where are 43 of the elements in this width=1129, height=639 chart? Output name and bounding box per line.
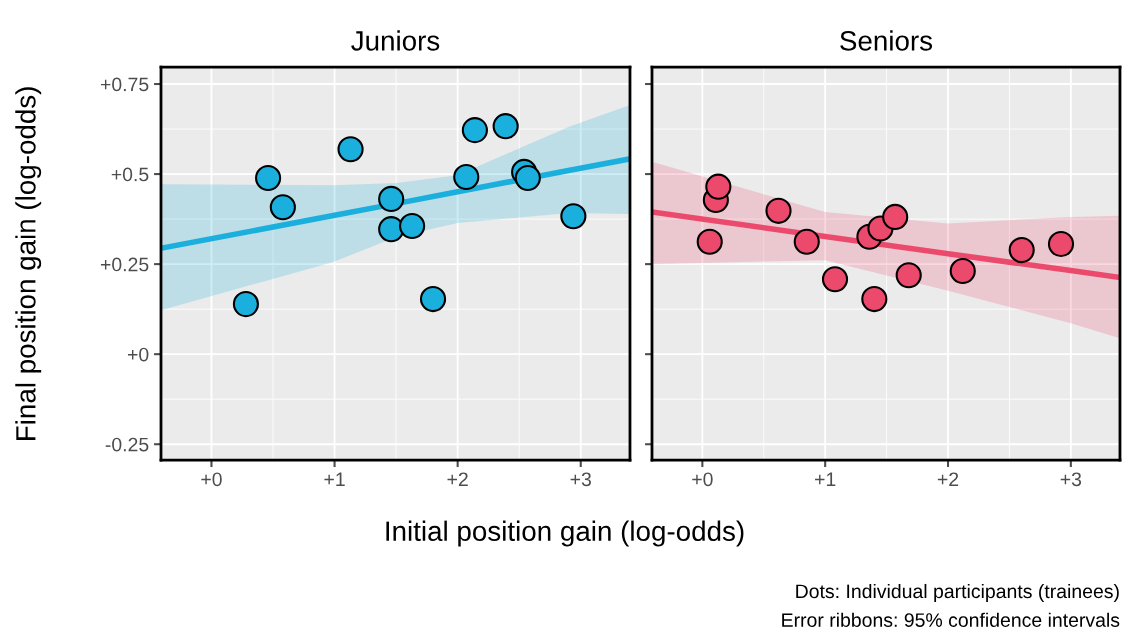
text: Dots: Individual participants (trainees) [796,583,1119,603]
point [560,203,587,230]
y-tick-label: +0.75 [100,77,149,92]
point [949,257,976,285]
point [696,228,723,255]
point [378,185,405,212]
point [378,216,405,243]
point [453,163,480,191]
chart-title: Seniors [840,30,933,51]
point [492,113,519,140]
point [399,212,426,240]
point [793,228,820,255]
point [1047,230,1075,258]
point [419,286,447,313]
x-axis-title: Initial position gain (log-odds) [386,520,744,547]
x-tick-label: +1 [324,472,345,486]
point [882,203,909,231]
point [461,117,488,144]
point [514,164,541,192]
y-tick-label: +0.5 [111,167,149,182]
point [821,266,849,293]
point [255,164,282,192]
point [1008,237,1035,264]
y-tick-label: +0.25 [100,257,149,272]
x-tick-label: +2 [447,472,468,486]
y-tick-label: -0.25 [105,437,149,452]
point [337,136,364,163]
text: Error ribbons: 95% confidence intervals [782,612,1120,627]
x-tick-label: +3 [1060,472,1082,487]
y-tick-label: +0 [127,347,149,362]
point [861,286,888,313]
point [269,194,296,221]
y-axis-title: Final position gain (log-odds) [15,87,42,440]
chart-title: Juniors [351,30,440,51]
point [895,262,922,289]
point [705,173,732,200]
x-tick-label: +0 [692,472,713,487]
point [232,291,259,318]
point [765,197,792,224]
x-tick-label: +2 [937,472,959,486]
x-tick-label: +1 [815,472,836,486]
x-tick-label: +0 [201,472,222,487]
x-tick-label: +3 [570,472,591,487]
